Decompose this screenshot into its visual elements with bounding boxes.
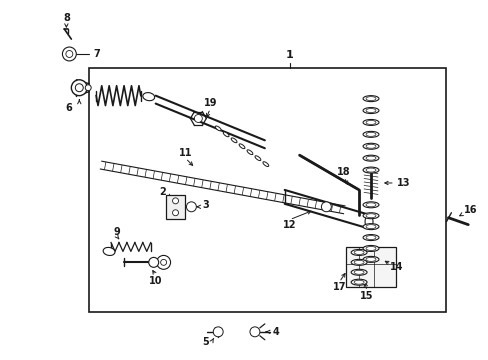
Text: 12: 12	[283, 220, 296, 230]
Ellipse shape	[103, 247, 115, 256]
Circle shape	[75, 84, 83, 92]
Text: 15: 15	[360, 291, 373, 301]
Ellipse shape	[366, 214, 375, 218]
Ellipse shape	[353, 251, 364, 255]
Ellipse shape	[350, 279, 366, 285]
Text: 10: 10	[149, 276, 162, 286]
Text: 16: 16	[463, 205, 476, 215]
Text: 8: 8	[63, 13, 70, 23]
Ellipse shape	[362, 120, 378, 125]
Ellipse shape	[366, 247, 375, 251]
Ellipse shape	[366, 109, 375, 113]
Ellipse shape	[362, 143, 378, 149]
Ellipse shape	[366, 203, 375, 207]
Circle shape	[148, 257, 158, 267]
Bar	[89, 68, 446, 312]
Text: 17: 17	[332, 282, 346, 292]
Ellipse shape	[362, 235, 378, 240]
Circle shape	[71, 80, 87, 96]
Ellipse shape	[353, 260, 364, 264]
Circle shape	[186, 202, 196, 212]
Ellipse shape	[366, 168, 375, 172]
Ellipse shape	[215, 126, 221, 131]
Ellipse shape	[366, 156, 375, 160]
Circle shape	[85, 85, 91, 91]
Ellipse shape	[366, 257, 375, 261]
Ellipse shape	[362, 224, 378, 230]
Circle shape	[194, 114, 202, 122]
Circle shape	[62, 47, 76, 61]
Text: 6: 6	[65, 103, 72, 113]
Ellipse shape	[366, 121, 375, 125]
Ellipse shape	[366, 235, 375, 239]
Text: 7: 7	[94, 49, 101, 59]
Ellipse shape	[362, 96, 378, 102]
Ellipse shape	[353, 270, 364, 274]
Ellipse shape	[142, 93, 154, 101]
Ellipse shape	[365, 215, 372, 229]
Text: 5: 5	[202, 337, 208, 347]
Bar	[165, 195, 185, 219]
Circle shape	[213, 327, 223, 337]
Circle shape	[161, 260, 166, 265]
Text: 1: 1	[285, 50, 293, 60]
Ellipse shape	[350, 249, 366, 255]
Ellipse shape	[366, 96, 375, 100]
Circle shape	[172, 210, 178, 216]
Circle shape	[156, 255, 170, 269]
Ellipse shape	[223, 132, 228, 137]
Text: 3: 3	[202, 200, 208, 210]
Ellipse shape	[362, 213, 378, 219]
Ellipse shape	[362, 246, 378, 251]
Circle shape	[249, 327, 259, 337]
Ellipse shape	[362, 256, 378, 262]
Ellipse shape	[254, 156, 260, 161]
Ellipse shape	[366, 225, 375, 229]
Ellipse shape	[362, 202, 378, 208]
Ellipse shape	[362, 155, 378, 161]
Text: 11: 11	[178, 148, 192, 158]
Ellipse shape	[239, 144, 244, 149]
Bar	[346, 247, 395, 287]
Ellipse shape	[366, 132, 375, 136]
Circle shape	[66, 50, 73, 58]
Ellipse shape	[350, 260, 366, 265]
Text: 13: 13	[396, 178, 409, 188]
Ellipse shape	[246, 150, 252, 155]
Ellipse shape	[362, 131, 378, 137]
Circle shape	[321, 202, 331, 212]
Text: 2: 2	[159, 187, 165, 197]
Ellipse shape	[263, 162, 268, 167]
Ellipse shape	[353, 280, 364, 284]
Text: 19: 19	[203, 98, 217, 108]
Ellipse shape	[362, 108, 378, 113]
Ellipse shape	[350, 269, 366, 275]
Text: 9: 9	[113, 226, 120, 237]
Circle shape	[172, 198, 178, 204]
Text: 18: 18	[337, 167, 350, 177]
Text: 4: 4	[272, 327, 279, 337]
Ellipse shape	[362, 167, 378, 173]
Text: 14: 14	[389, 262, 403, 272]
Ellipse shape	[231, 138, 237, 143]
Ellipse shape	[366, 144, 375, 148]
